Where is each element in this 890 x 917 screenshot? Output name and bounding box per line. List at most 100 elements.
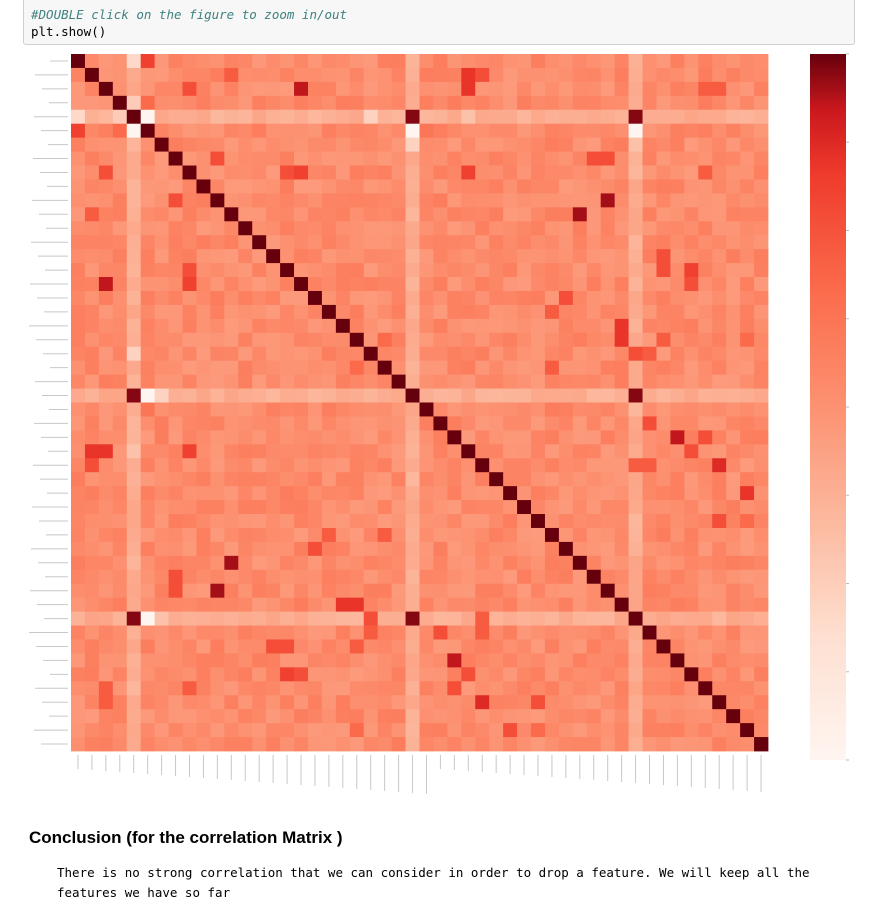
heatmap-cell: [98, 639, 114, 654]
heatmap-cell: [349, 360, 365, 376]
heatmap-cell: [461, 318, 476, 334]
heatmap-cell: [321, 249, 337, 264]
heatmap-cell: [182, 332, 197, 348]
heatmap-cell: [642, 109, 657, 125]
heatmap-cell: [558, 611, 574, 626]
heatmap-cell: [698, 109, 713, 125]
heatmap-cell: [447, 109, 462, 125]
heatmap-cell: [126, 541, 142, 557]
heatmap-cell: [84, 360, 100, 376]
heatmap-cell: [684, 151, 699, 166]
heatmap-cell: [586, 541, 602, 557]
heatmap-cell: [475, 527, 490, 543]
heatmap-cell: [586, 277, 602, 292]
heatmap-cell: [489, 263, 504, 278]
heatmap-cell: [517, 123, 532, 139]
conclusion-title: Conclusion (for the correlation Matrix ): [29, 828, 343, 847]
heatmap-cell: [628, 360, 643, 376]
heatmap-cell: [628, 95, 643, 111]
heatmap-cell: [405, 653, 420, 668]
heatmap-cell: [321, 527, 337, 543]
heatmap-cell: [447, 737, 462, 752]
heatmap-cell: [154, 221, 169, 236]
heatmap-cell: [628, 527, 643, 543]
heatmap-cell: [307, 486, 323, 501]
heatmap-cell: [433, 388, 448, 403]
heatmap-cell: [321, 709, 337, 724]
heatmap-cell: [252, 304, 267, 320]
heatmap-cell: [517, 304, 532, 320]
heatmap-cell: [531, 444, 546, 459]
heatmap-cell: [321, 723, 337, 738]
heatmap-cell: [586, 402, 602, 417]
heatmap-cell: [140, 346, 156, 362]
heatmap-cell: [461, 667, 476, 682]
heatmap-cell: [252, 723, 267, 738]
correlation-heatmap[interactable]: [0, 0, 890, 810]
heatmap-cell: [698, 67, 713, 83]
heatmap-cell: [461, 277, 476, 292]
heatmap-cell: [335, 444, 351, 459]
heatmap-cell: [280, 95, 295, 111]
heatmap-cell: [475, 681, 490, 696]
heatmap-cell: [684, 374, 699, 389]
heatmap-cell: [238, 277, 253, 292]
heatmap-cell: [698, 541, 713, 557]
heatmap-cell: [419, 597, 434, 612]
heatmap-cell: [656, 318, 671, 334]
heatmap-cell: [558, 709, 574, 724]
heatmap-cell: [182, 304, 197, 320]
heatmap-cell: [447, 625, 462, 640]
heatmap-cell: [266, 472, 281, 487]
heatmap-cell: [377, 709, 393, 724]
heatmap-cell: [238, 709, 253, 724]
heatmap-cell: [614, 611, 629, 626]
heatmap-cell: [391, 304, 406, 320]
heatmap-cell: [656, 123, 671, 139]
heatmap-cell: [656, 179, 671, 194]
heatmap-cell: [252, 709, 267, 724]
x-tick-labels: [77, 755, 762, 794]
heatmap-cell: [642, 165, 657, 180]
heatmap-cell: [280, 514, 295, 529]
heatmap-cell: [698, 737, 713, 752]
heatmap-cell: [182, 109, 197, 125]
heatmap-cell: [475, 430, 490, 445]
heatmap-cell: [586, 67, 602, 83]
heatmap-cell: [294, 332, 309, 348]
heatmap-cell: [377, 67, 393, 83]
heatmap-cell: [126, 207, 142, 222]
heatmap-cell: [224, 695, 239, 710]
code-cell[interactable]: #DOUBLE click on the figure to zoom in/o…: [23, 0, 855, 45]
heatmap-cell: [196, 151, 211, 166]
heatmap-cell: [391, 109, 406, 125]
heatmap-cell: [238, 402, 253, 417]
heatmap-cell: [168, 611, 183, 626]
heatmap-cell: [224, 109, 239, 125]
heatmap-cell: [698, 193, 713, 208]
heatmap-cell: [517, 695, 532, 710]
heatmap-cell: [98, 346, 114, 362]
heatmap-cell: [489, 555, 504, 571]
heatmap-cell: [252, 472, 267, 487]
heatmap-cell: [503, 709, 518, 724]
heatmap-cell: [126, 458, 142, 473]
heatmap-cell: [670, 81, 685, 97]
heatmap-cell: [168, 458, 183, 473]
heatmap-cell: [112, 179, 128, 194]
heatmap-cell: [238, 290, 253, 306]
heatmap-cell: [238, 165, 253, 180]
heatmap-cell: [670, 416, 685, 431]
heatmap-cell: [531, 277, 546, 292]
heatmap-cell: [698, 137, 713, 152]
heatmap-cell: [377, 402, 393, 417]
heatmap-cell: [182, 193, 197, 208]
heatmap-cell: [112, 527, 128, 543]
heatmap-cell: [335, 695, 351, 710]
heatmap-cell: [712, 569, 727, 585]
heatmap-cell: [84, 249, 100, 264]
heatmap-cell: [754, 277, 769, 292]
heatmap-cell: [196, 207, 211, 222]
heatmap-cell: [517, 709, 532, 724]
heatmap-cell: [294, 555, 309, 571]
